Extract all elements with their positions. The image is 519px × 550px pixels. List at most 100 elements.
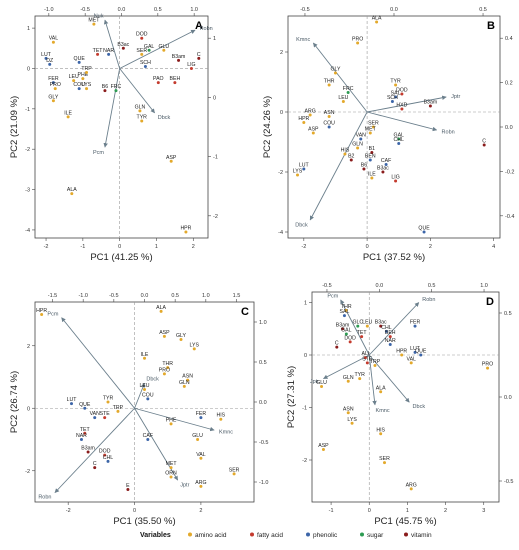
- point-label: GLU: [192, 433, 203, 439]
- point-label: TET: [80, 427, 91, 433]
- legend: Variables amino acid fatty acid phenolic sug…: [140, 532, 432, 539]
- point-label: BEH: [385, 330, 396, 336]
- data-point: [384, 163, 388, 166]
- x-tick-label: 1: [406, 508, 409, 514]
- legend-title: Variables: [140, 532, 171, 539]
- vector-label: Robn: [200, 26, 213, 32]
- y-tick-label: 0: [27, 66, 30, 72]
- point-label: GLU: [158, 44, 169, 50]
- plot-area: [311, 291, 500, 503]
- data-point: [419, 353, 423, 357]
- data-point: [77, 60, 81, 64]
- data-point: [359, 137, 363, 141]
- point-label: DOD: [99, 449, 111, 455]
- data-point: [348, 340, 352, 344]
- legend-label: fatty acid: [257, 532, 283, 539]
- data-point: [156, 81, 160, 85]
- vector-label: Dbck: [295, 222, 308, 228]
- top-tick-label: -1.5: [48, 293, 57, 299]
- data-point: [169, 475, 173, 479]
- legend-swatch-vitamin: [404, 532, 408, 537]
- point-label: GLC: [352, 320, 363, 326]
- point-label: TRP: [370, 359, 381, 365]
- y-axis-title: PC2 (24.26 %): [262, 96, 273, 158]
- point-label: HIS: [376, 427, 385, 433]
- data-point: [320, 385, 324, 388]
- data-point: [106, 400, 110, 404]
- data-point: [140, 119, 144, 123]
- point-label: C: [482, 139, 486, 145]
- data-point: [413, 324, 417, 328]
- data-point: [363, 356, 367, 360]
- data-point: [333, 71, 337, 75]
- point-label: GLN: [135, 104, 146, 110]
- point-label: GLY: [330, 67, 341, 73]
- loading-vector: [134, 382, 146, 409]
- data-point: [162, 334, 166, 338]
- right-tick-label: -0.5: [504, 479, 513, 485]
- point-label: QUE: [79, 402, 91, 408]
- loading-vector: [368, 302, 420, 356]
- data-point: [370, 151, 374, 154]
- point-label: LIG: [187, 62, 195, 68]
- top-tick-label: -0.5: [80, 7, 89, 13]
- point-label: TRP: [113, 405, 124, 411]
- point-label: LIG: [391, 175, 399, 181]
- point-label: HIS: [341, 148, 350, 154]
- data-point: [143, 64, 147, 68]
- point-label: B6: [361, 163, 367, 169]
- data-point: [116, 409, 120, 413]
- point-label: GLY: [176, 333, 187, 339]
- point-label: SAL: [340, 309, 350, 315]
- right-tick-label: 0.0: [505, 125, 513, 131]
- point-label: B3am: [424, 100, 438, 106]
- right-tick-label: -1: [213, 155, 218, 161]
- vector-label: Kmnc: [296, 37, 310, 43]
- legend-swatch-sugar: [360, 532, 364, 537]
- right-tick-label: -0.4: [505, 214, 514, 220]
- right-tick-label: -1.0: [259, 480, 268, 486]
- point-label: NAR: [76, 433, 87, 439]
- point-label: ASP: [166, 155, 177, 161]
- data-point: [189, 66, 193, 70]
- point-label: NAR: [385, 338, 396, 344]
- point-label: VAL: [49, 36, 59, 42]
- point-label: B3ac: [375, 320, 387, 326]
- y-tick-label: -4: [278, 230, 283, 236]
- vector-label: Robn: [422, 297, 435, 303]
- panel-C: -2 0 2 -2 0 2 -1.5 -1.0 -0.5 0.0 0.5 1.0 1.5 1.0 0.5 0.…: [9, 293, 268, 527]
- top-tick-label: 0.5: [171, 293, 179, 299]
- vector-label: Jptr: [310, 379, 319, 385]
- data-point: [169, 466, 173, 470]
- loading-vector: [309, 111, 368, 221]
- y-tick-label: -2: [278, 170, 283, 176]
- data-point: [335, 345, 339, 349]
- data-point: [341, 327, 345, 331]
- top-tick-label: -0.5: [109, 293, 118, 299]
- point-label: CHL: [394, 137, 404, 143]
- top-tick-label: 0.5: [428, 283, 436, 289]
- point-label: ASN: [324, 110, 335, 116]
- loading-vector: [340, 299, 370, 356]
- data-point: [394, 83, 398, 87]
- point-label: FRC: [111, 84, 122, 90]
- data-point: [86, 450, 90, 454]
- data-point: [358, 377, 362, 381]
- x-axis-title: PC1 (37.52 %): [363, 252, 425, 263]
- point-label: MET: [88, 18, 100, 24]
- data-point: [173, 81, 177, 85]
- data-point: [138, 109, 142, 113]
- point-label: HPR: [180, 225, 191, 231]
- point-label: FER: [196, 411, 207, 417]
- loading-vector: [368, 354, 410, 403]
- data-point: [93, 466, 97, 470]
- x-axis-title: PC1 (45.75 %): [374, 516, 436, 527]
- data-point: [199, 484, 203, 488]
- data-point: [147, 48, 151, 52]
- vector-label: Kmnc: [219, 429, 233, 435]
- point-label: ASP: [308, 127, 319, 133]
- data-point: [308, 113, 312, 117]
- data-point: [162, 372, 166, 376]
- x-axis-title: PC1 (41.25 %): [90, 252, 152, 263]
- data-point: [327, 83, 331, 87]
